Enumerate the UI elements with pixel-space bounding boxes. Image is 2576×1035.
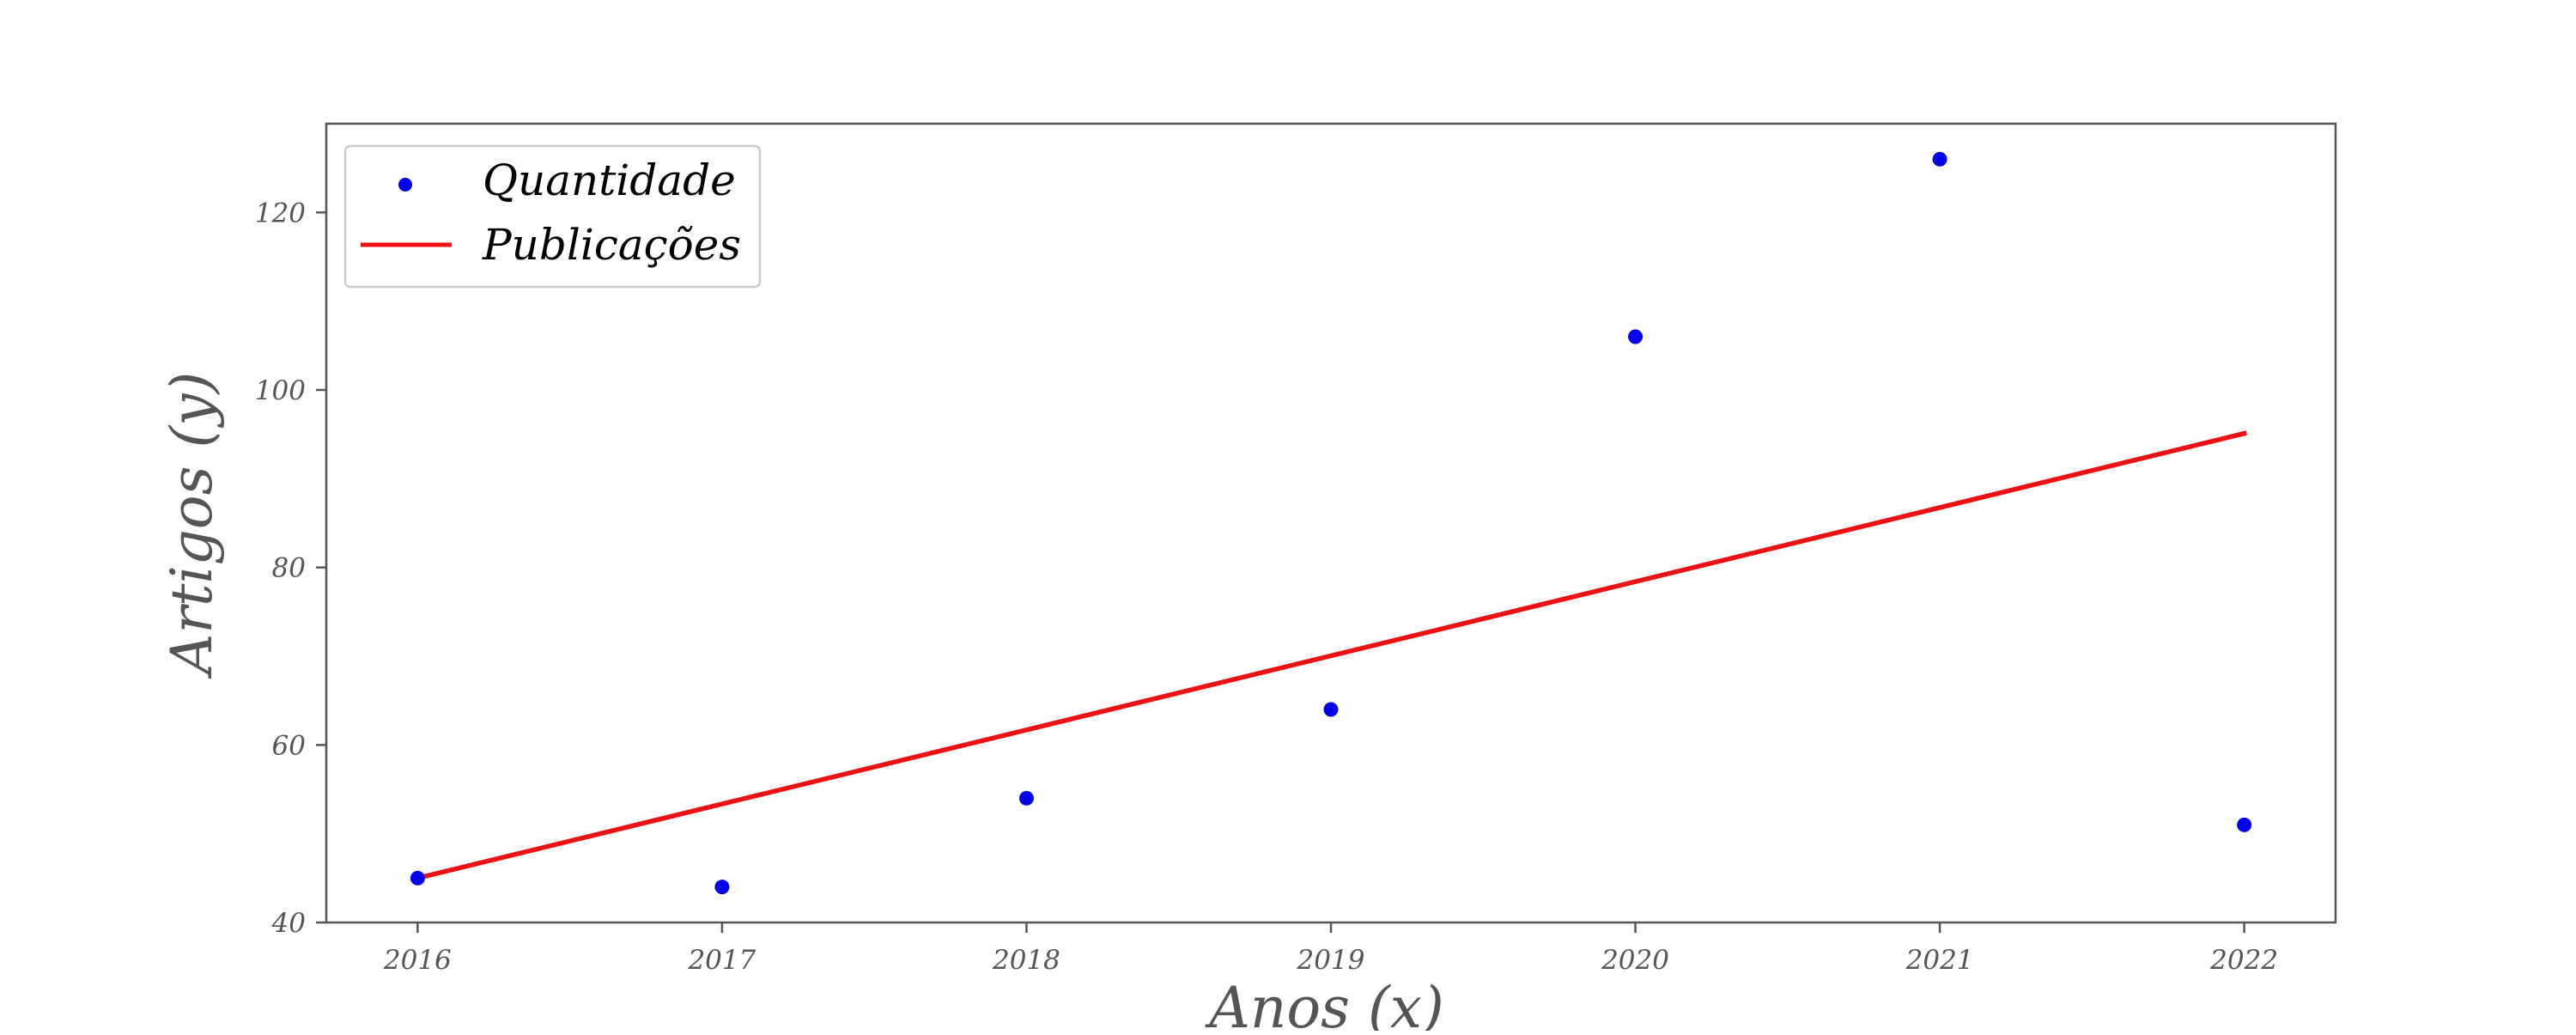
y-tick-label: 80 (272, 553, 306, 584)
data-point (714, 880, 730, 895)
data-point (2237, 817, 2252, 832)
data-point (1628, 329, 1643, 344)
y-tick-label: 40 (271, 908, 306, 939)
x-tick-label: 2020 (1601, 945, 1669, 976)
legend-marker-quantidade (398, 178, 412, 192)
data-point (410, 870, 425, 886)
data-point (1018, 790, 1034, 806)
data-point (1323, 702, 1339, 717)
y-tick-label: 100 (255, 375, 306, 406)
x-tick-label: 2019 (1297, 945, 1365, 976)
legend-box (343, 144, 762, 289)
y-tick-label: 60 (272, 730, 306, 761)
data-point (1932, 151, 1947, 167)
plot-frame (325, 122, 2337, 924)
x-tick-label: 2017 (687, 945, 756, 976)
x-tick-label: 2021 (1905, 945, 1974, 976)
x-tick-label: 2022 (2209, 945, 2278, 976)
x-tick-label: 2018 (992, 945, 1060, 976)
x-axis-label: Anos (x) (1204, 975, 1443, 1031)
legend: Quantidade Publicações (343, 144, 762, 289)
x-tick-label: 2016 (383, 945, 452, 976)
y-axis-label: Artigos (y) (159, 372, 225, 679)
trend-line (415, 430, 2247, 881)
legend-label-publicacoes: Publicações (482, 220, 741, 270)
x-axis-ticks: 2016 2017 2018 2019 2020 2021 2022 (383, 922, 2278, 976)
legend-label-quantidade: Quantidade (483, 155, 736, 205)
y-axis-ticks: 40 60 80 100 120 (255, 198, 326, 939)
series-layer (410, 151, 2252, 895)
y-tick-label: 120 (255, 198, 306, 228)
